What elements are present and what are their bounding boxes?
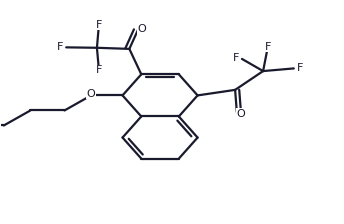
Text: F: F [297, 63, 303, 73]
Text: F: F [265, 42, 271, 52]
Text: O: O [138, 24, 146, 34]
Text: F: F [95, 65, 102, 75]
Text: O: O [237, 109, 245, 119]
Text: F: F [95, 19, 102, 30]
Text: F: F [57, 42, 63, 52]
Text: O: O [87, 89, 96, 99]
Text: F: F [233, 53, 239, 62]
